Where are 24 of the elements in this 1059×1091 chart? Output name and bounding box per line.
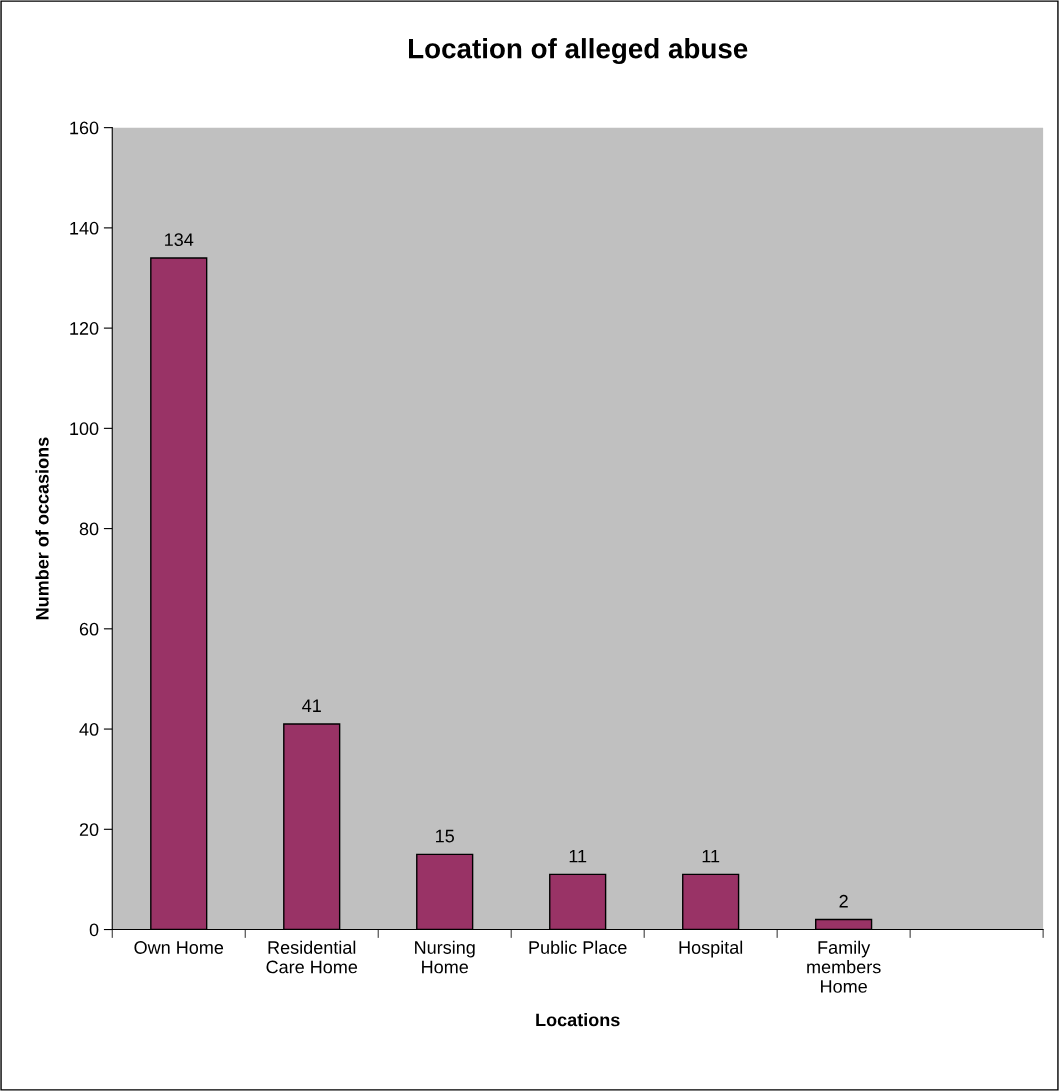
data-label: 11 xyxy=(569,849,587,863)
data-label: 134 xyxy=(165,233,194,247)
y-tick-label: 80 xyxy=(79,522,99,536)
x-tick-label: Residential Care Home xyxy=(266,940,358,974)
y-tick-label: 160 xyxy=(70,121,99,135)
x-axis-title: Locations xyxy=(536,1013,620,1027)
x-tick-label: Public Place xyxy=(529,940,627,954)
data-label: 15 xyxy=(436,829,454,843)
y-tick-label: 140 xyxy=(70,221,99,235)
y-tick-label: 120 xyxy=(70,322,99,335)
data-label: 2 xyxy=(839,894,848,908)
y-axis-title: Number of occasions xyxy=(35,437,49,620)
y-tick-label: 40 xyxy=(79,723,99,736)
x-tick-label: Nursing Home xyxy=(415,940,475,974)
y-tick-label: 60 xyxy=(79,622,99,636)
x-tick-label: Own Home xyxy=(134,941,224,954)
y-tick-label: 20 xyxy=(79,823,99,837)
data-label: 11 xyxy=(702,849,720,863)
y-tick-label: 0 xyxy=(89,923,99,937)
chart-title: Location of alleged abuse xyxy=(409,38,748,65)
data-label: 41 xyxy=(302,699,321,712)
x-tick-label: Family members Home xyxy=(807,940,881,993)
x-tick-label: Hospital xyxy=(679,940,743,958)
y-tick-label: 100 xyxy=(70,422,99,436)
